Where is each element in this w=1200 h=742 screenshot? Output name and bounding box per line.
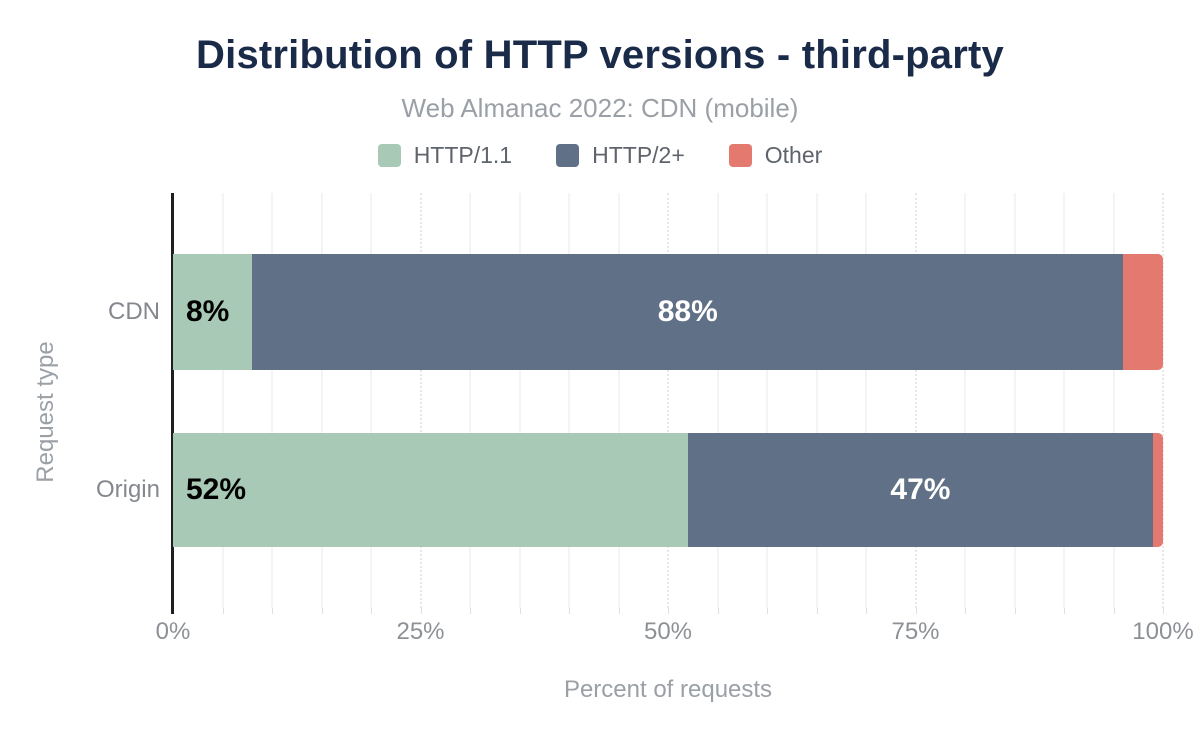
axis-tick-mark — [1064, 608, 1065, 614]
bar-segment-http-2-origin[interactable]: 47% — [687, 433, 1154, 547]
gridline-minor — [271, 193, 273, 608]
gridline-major — [914, 193, 917, 608]
plot-area: 8% 88% 52% 47% — [171, 193, 1164, 614]
axis-tick-mark — [470, 608, 471, 614]
legend: HTTP/1.1 HTTP/2+ Other — [0, 142, 1200, 169]
y-axis-line — [171, 193, 174, 614]
gridline-major — [1162, 193, 1164, 608]
gridline-minor — [1013, 193, 1016, 608]
axis-tick-mark — [816, 608, 818, 614]
axis-tick-mark — [915, 608, 917, 614]
gridline-major — [419, 193, 422, 608]
bar-row-cdn: 8% 88% — [173, 254, 1163, 370]
gridline-minor — [370, 193, 372, 608]
axis-tick-mark — [668, 608, 669, 614]
axis-tick-mark — [965, 608, 966, 614]
axis-tick-mark — [767, 608, 768, 614]
bar-value-label: 52% — [186, 473, 247, 506]
axis-tick-mark — [321, 608, 323, 614]
gridline-minor — [716, 193, 719, 608]
axis-tick-mark — [1163, 608, 1164, 614]
gridline-minor — [766, 193, 768, 608]
axis-tick-mark — [569, 608, 570, 614]
gridline-minor — [568, 193, 570, 608]
x-tick-label-0: 0% — [155, 618, 191, 645]
category-label-origin: Origin — [95, 476, 160, 503]
gridline-minor — [617, 193, 620, 608]
legend-item-http-2[interactable]: HTTP/2+ — [556, 142, 685, 169]
axis-tick-mark — [1113, 608, 1115, 614]
x-tick-label-100: 100% — [1132, 618, 1194, 645]
legend-swatch-icon — [728, 144, 752, 167]
bar-value-label: 47% — [890, 473, 951, 506]
axis-tick-mark — [519, 608, 521, 614]
bar-segment-other-cdn[interactable] — [1123, 254, 1163, 370]
chart-subtitle: Web Almanac 2022: CDN (mobile) — [401, 93, 799, 123]
gridline-minor — [815, 193, 818, 608]
axis-tick-mark — [371, 608, 372, 614]
gridline-minor — [1063, 193, 1065, 608]
gridline-minor — [865, 193, 867, 608]
category-label-cdn: CDN — [108, 298, 160, 325]
legend-item-other[interactable]: Other — [728, 142, 823, 169]
x-tick-label-25: 25% — [396, 618, 445, 645]
axis-tick-mark — [222, 608, 224, 614]
x-axis-title: Percent of requests — [563, 676, 773, 703]
axis-tick-mark — [1014, 608, 1016, 614]
bar-segment-http-1-1-origin[interactable]: 52% — [173, 433, 688, 547]
chart-title: Distribution of HTTP versions - third-pa… — [196, 33, 1004, 77]
gridline-minor — [221, 193, 224, 608]
legend-item-http-1-1[interactable]: HTTP/1.1 — [377, 142, 513, 169]
y-axis-title: Request type — [32, 341, 59, 483]
bar-segment-other-origin[interactable] — [1153, 433, 1163, 547]
axis-tick-mark — [618, 608, 620, 614]
legend-swatch-icon — [377, 144, 401, 167]
axis-tick-mark — [717, 608, 719, 614]
legend-label: Other — [764, 142, 823, 168]
bar-segment-http-2-cdn[interactable]: 88% — [252, 254, 1124, 370]
axis-tick-mark — [272, 608, 273, 614]
bar-row-origin: 52% 47% — [173, 433, 1163, 547]
bar-value-label: 88% — [657, 295, 718, 328]
gridline-minor — [518, 193, 521, 608]
gridline-minor — [964, 193, 966, 608]
axis-tick-mark — [420, 608, 422, 614]
bar-value-label: 8% — [186, 295, 230, 328]
x-tick-label-75: 75% — [891, 618, 940, 645]
gridline-minor — [1112, 193, 1115, 608]
gridline-minor — [469, 193, 471, 608]
legend-swatch-icon — [556, 144, 580, 167]
gridline-major — [667, 193, 669, 608]
bar-segment-http-1-1-cdn[interactable]: 8% — [173, 254, 253, 370]
gridline-minor — [320, 193, 323, 608]
legend-label: HTTP/2+ — [592, 142, 685, 168]
legend-label: HTTP/1.1 — [413, 142, 513, 168]
x-tick-label-50: 50% — [643, 618, 693, 645]
axis-tick-mark — [866, 608, 867, 614]
